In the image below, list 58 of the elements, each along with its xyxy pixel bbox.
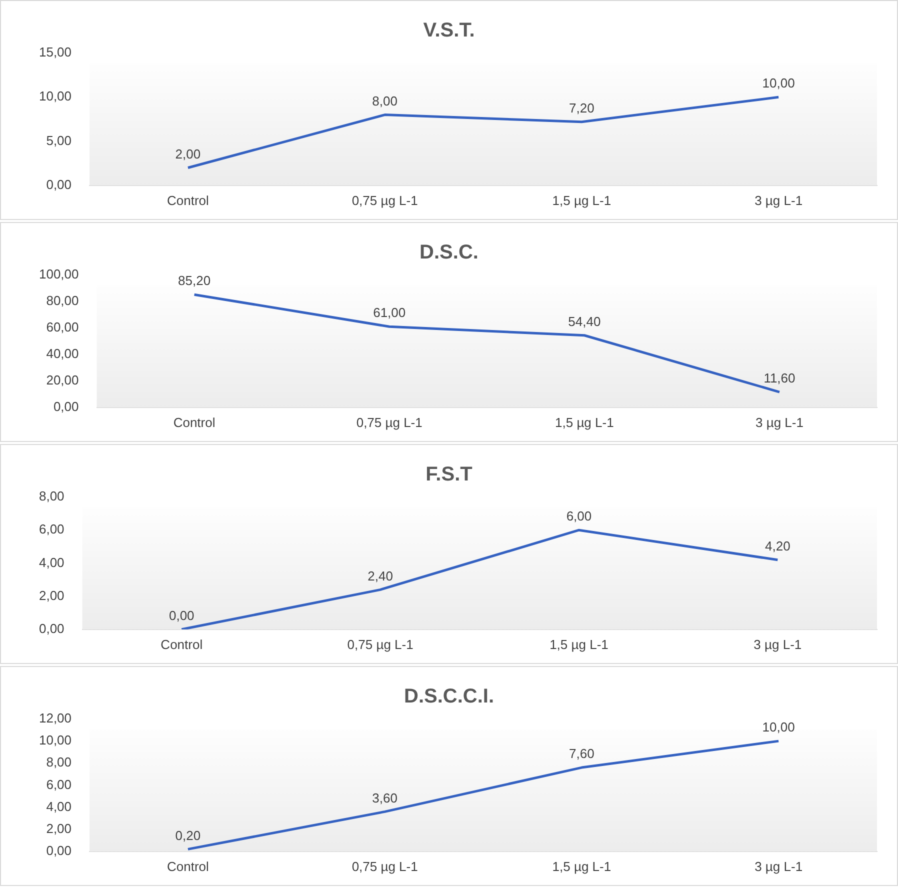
y-tick-label: 100,00 (38, 266, 79, 282)
data-label: 2,40 (368, 568, 393, 584)
data-label: 85,20 (178, 273, 211, 288)
chart-title: V.S.T. (423, 20, 475, 42)
x-tick-label: 0,75 µg L-1 (352, 858, 418, 874)
y-tick-label: 12,00 (38, 710, 72, 726)
y-tick-label: 8,00 (46, 754, 72, 770)
x-tick-label: 3 µg L-1 (754, 192, 803, 208)
data-label: 0,20 (175, 828, 201, 843)
y-tick-label: 20,00 (46, 372, 79, 388)
data-label: 6,00 (566, 508, 592, 524)
data-label: 10,00 (762, 76, 795, 91)
data-label: 10,00 (762, 720, 795, 735)
y-tick-label: 0,00 (46, 842, 72, 858)
x-tick-label: 1,5 µg L-1 (552, 192, 612, 208)
x-tick-label: Control (167, 858, 210, 874)
chart-title: D.S.C.C.I. (404, 686, 494, 708)
x-tick-label: 0,75 µg L-1 (352, 192, 418, 208)
x-tick-label: 0,75 µg L-1 (356, 414, 422, 430)
y-tick-label: 4,00 (38, 554, 64, 570)
x-tick-label: Control (173, 414, 216, 430)
y-tick-label: 40,00 (46, 346, 79, 362)
data-label: 7,20 (569, 100, 594, 116)
x-tick-label: 1,5 µg L-1 (555, 414, 614, 430)
y-tick-label: 6,00 (46, 776, 72, 792)
y-tick-label: 0,00 (38, 620, 64, 636)
chart-title: D.S.C. (420, 242, 478, 264)
y-tick-label: 4,00 (46, 798, 72, 814)
y-tick-label: 10,00 (38, 732, 72, 748)
data-label: 7,60 (569, 746, 594, 762)
data-label: 8,00 (372, 93, 398, 108)
y-tick-label: 6,00 (38, 522, 64, 537)
x-tick-label: Control (167, 192, 210, 208)
y-tick-label: 15,00 (38, 44, 72, 60)
chart-title: F.S.T (426, 464, 472, 486)
data-label: 11,60 (764, 370, 796, 386)
x-tick-label: 3 µg L-1 (754, 636, 802, 652)
x-tick-label: 3 µg L-1 (754, 858, 803, 874)
data-label: 4,20 (765, 538, 790, 554)
data-label: 61,00 (373, 305, 406, 320)
y-tick-label: 2,00 (46, 820, 72, 836)
y-tick-label: 0,00 (53, 398, 79, 414)
data-label: 54,40 (568, 314, 601, 329)
x-tick-label: 3 µg L-1 (755, 414, 804, 430)
y-tick-label: 0,00 (46, 176, 72, 192)
x-tick-label: 0,75 µg L-1 (347, 636, 414, 652)
y-tick-label: 60,00 (46, 320, 79, 335)
x-tick-label: Control (160, 636, 203, 652)
y-tick-label: 80,00 (46, 293, 79, 308)
y-tick-label: 5,00 (46, 132, 72, 148)
data-label: 2,00 (175, 146, 201, 162)
x-tick-label: 1,5 µg L-1 (550, 636, 608, 652)
y-tick-label: 8,00 (38, 488, 64, 504)
data-label: 3,60 (372, 790, 398, 806)
y-tick-label: 10,00 (38, 88, 72, 104)
data-label: 0,00 (168, 608, 194, 623)
y-tick-label: 2,00 (38, 588, 64, 603)
x-tick-label: 1,5 µg L-1 (552, 858, 612, 874)
